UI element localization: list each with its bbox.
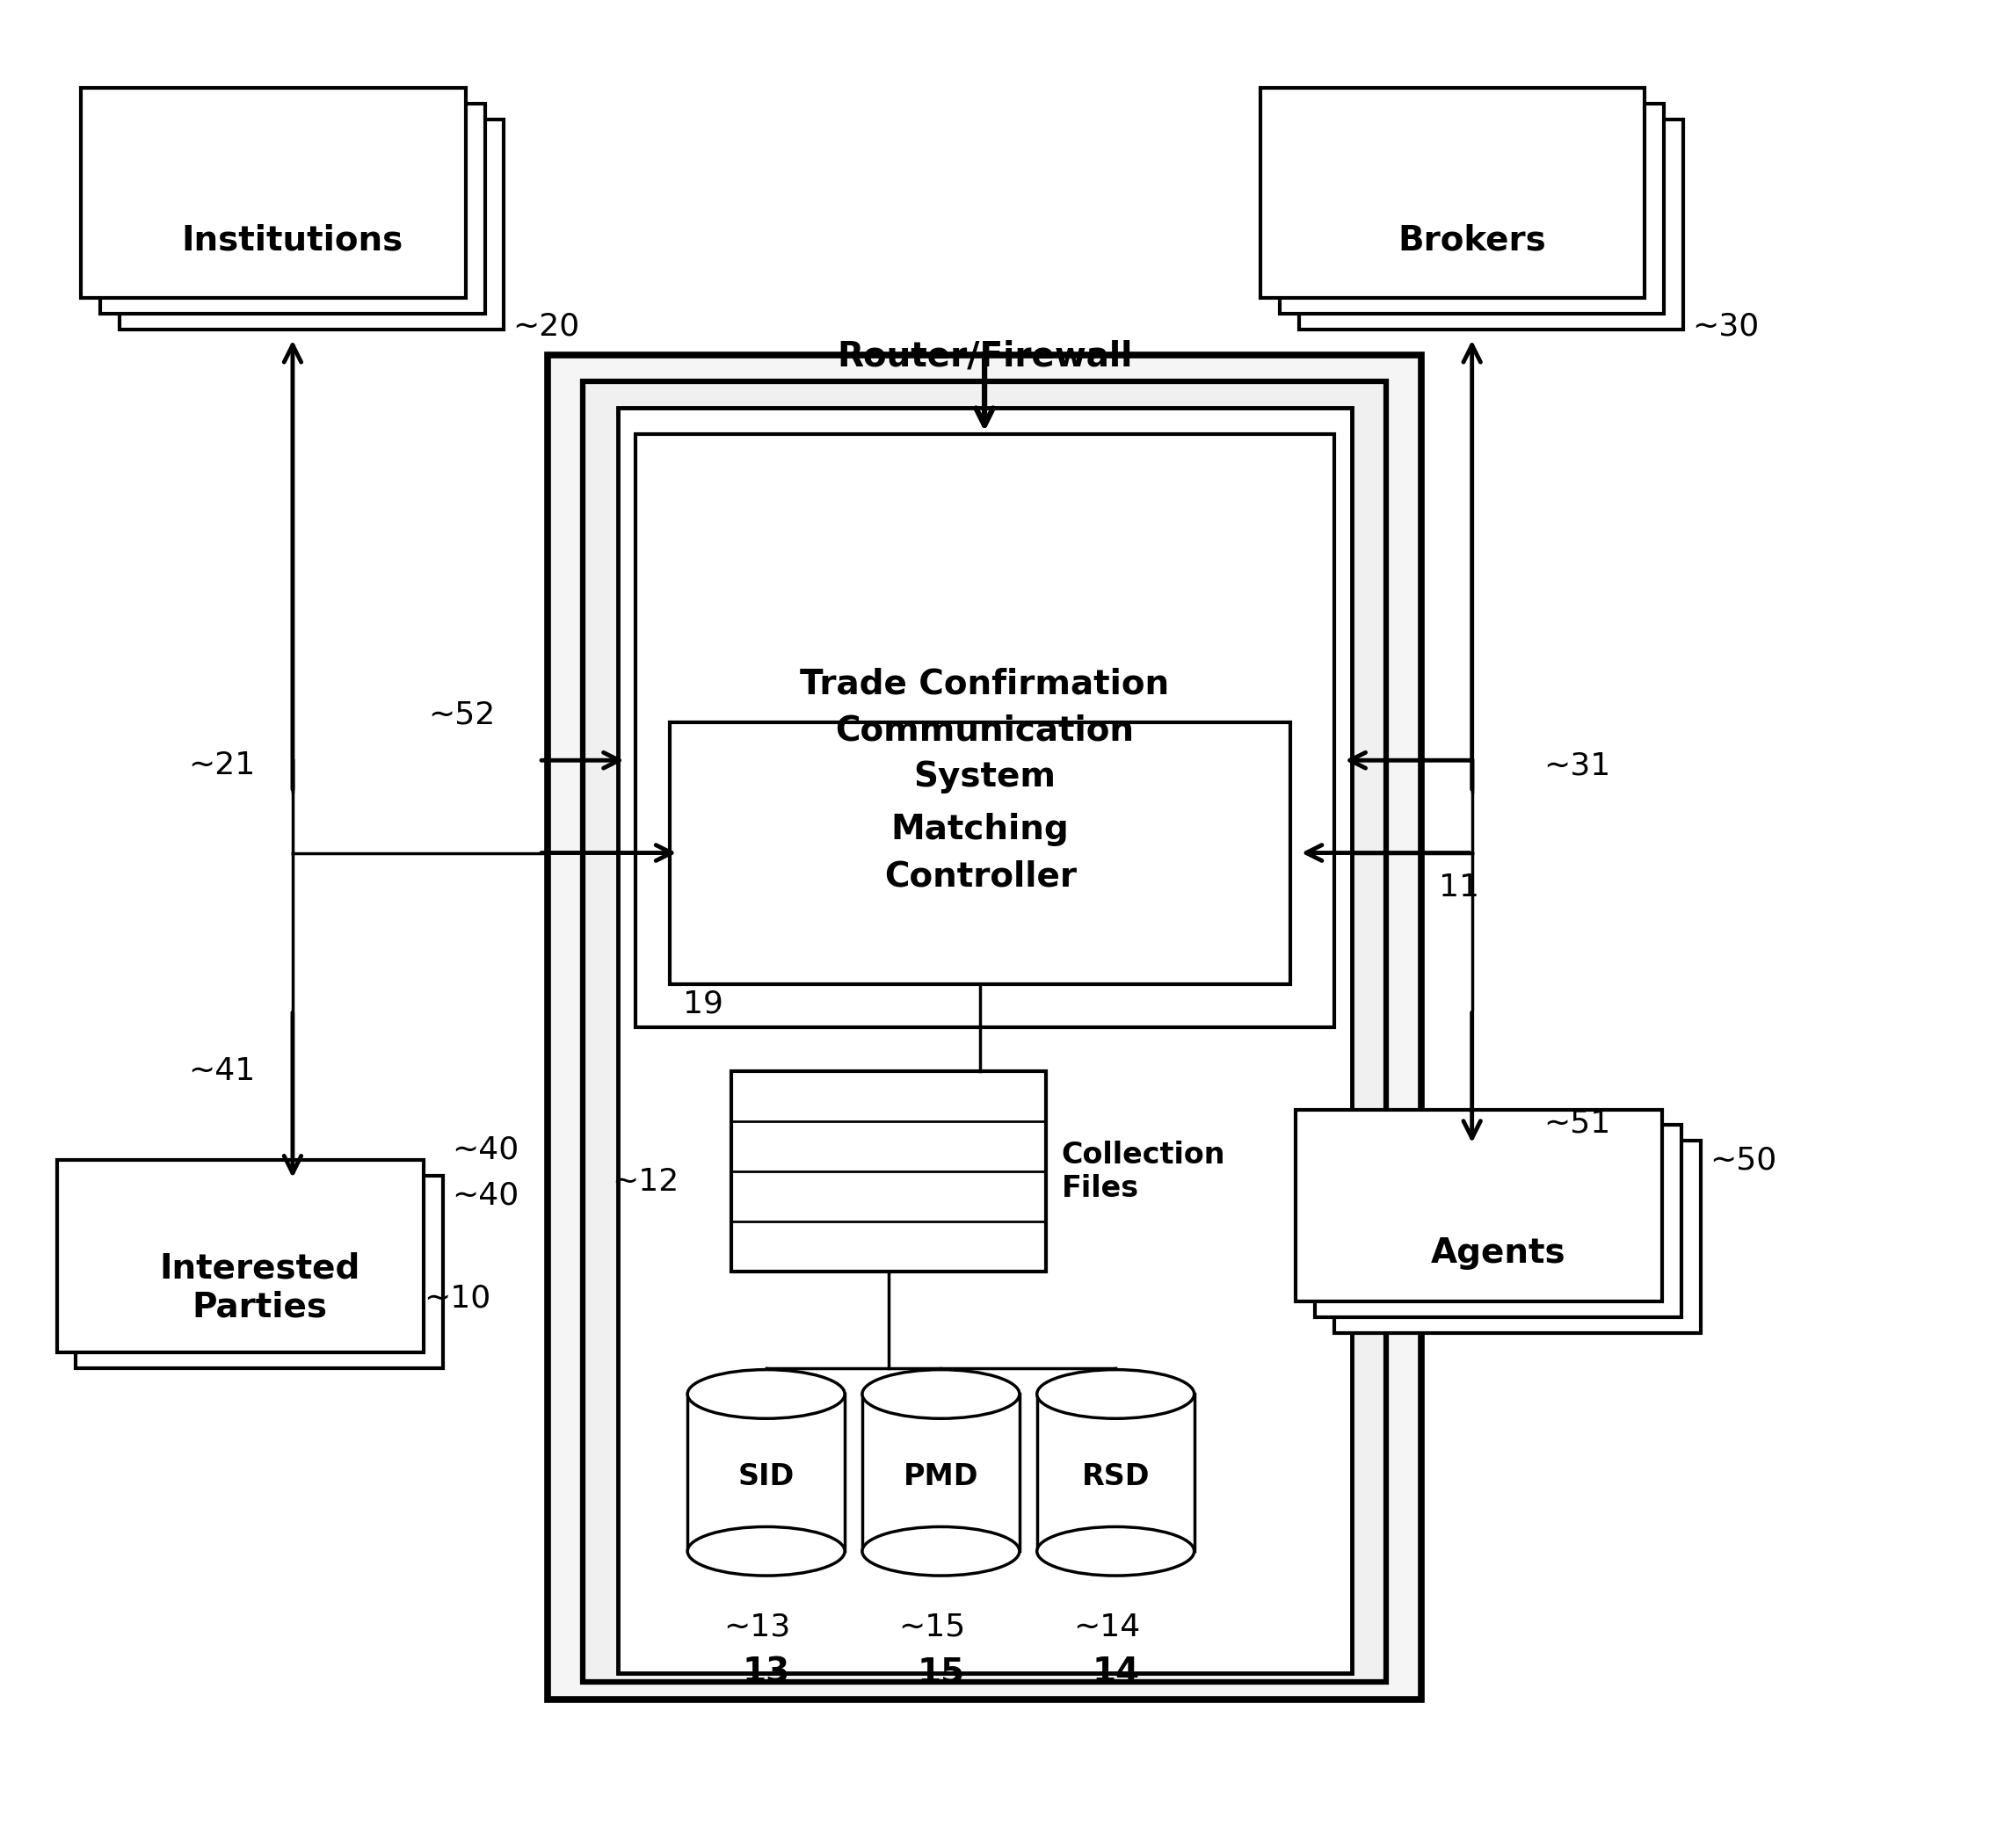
Text: Interested
Parties: Interested Parties (160, 1251, 359, 1323)
Text: ∼40: ∼40 (451, 1181, 519, 1210)
Text: ∼21: ∼21 (188, 750, 256, 780)
Ellipse shape (1036, 1526, 1194, 1576)
FancyBboxPatch shape (863, 1393, 1018, 1550)
Text: Collection
Files: Collection Files (1060, 1140, 1226, 1203)
Text: 14: 14 (1092, 1656, 1140, 1689)
Text: ∼31: ∼31 (1544, 750, 1612, 780)
FancyBboxPatch shape (671, 723, 1290, 983)
Text: ∼51: ∼51 (1544, 1109, 1612, 1138)
Ellipse shape (863, 1369, 1018, 1419)
FancyBboxPatch shape (1334, 1140, 1701, 1332)
Ellipse shape (687, 1526, 845, 1576)
Text: Agents: Agents (1430, 1236, 1566, 1270)
Text: Router/Firewall: Router/Firewall (837, 340, 1132, 373)
FancyBboxPatch shape (1296, 1109, 1662, 1301)
Text: ∼41: ∼41 (188, 1057, 256, 1087)
Text: 15: 15 (917, 1656, 965, 1689)
FancyBboxPatch shape (1260, 89, 1646, 298)
FancyBboxPatch shape (1036, 1393, 1194, 1550)
FancyBboxPatch shape (635, 434, 1334, 1027)
FancyBboxPatch shape (583, 381, 1386, 1682)
Text: ∼40: ∼40 (451, 1135, 519, 1164)
FancyBboxPatch shape (687, 1393, 845, 1550)
Text: 13: 13 (743, 1656, 791, 1689)
Text: RSD: RSD (1082, 1462, 1150, 1491)
FancyBboxPatch shape (76, 1175, 443, 1368)
Text: Trade Confirmation
Communication
System: Trade Confirmation Communication System (801, 667, 1168, 795)
Text: 11: 11 (1438, 872, 1480, 902)
FancyBboxPatch shape (1298, 120, 1683, 329)
Text: ∼50: ∼50 (1709, 1146, 1777, 1175)
Text: ∼15: ∼15 (899, 1611, 967, 1643)
Ellipse shape (687, 1369, 845, 1419)
FancyBboxPatch shape (56, 1161, 423, 1353)
Text: SID: SID (737, 1462, 795, 1491)
Text: PMD: PMD (903, 1462, 979, 1491)
FancyBboxPatch shape (1314, 1125, 1681, 1318)
FancyBboxPatch shape (617, 408, 1352, 1674)
Text: ∼10: ∼10 (423, 1283, 491, 1312)
Text: Brokers: Brokers (1398, 224, 1546, 257)
FancyBboxPatch shape (100, 103, 485, 314)
FancyBboxPatch shape (120, 120, 503, 329)
Text: ∼52: ∼52 (427, 700, 495, 730)
Text: ∼13: ∼13 (723, 1611, 791, 1643)
Text: ∼14: ∼14 (1072, 1611, 1140, 1643)
Text: ∼20: ∼20 (513, 312, 579, 342)
Text: ∼30: ∼30 (1691, 312, 1759, 342)
Text: ∼12: ∼12 (611, 1168, 679, 1198)
Text: Matching
Controller: Matching Controller (885, 813, 1076, 893)
FancyBboxPatch shape (547, 355, 1422, 1700)
FancyBboxPatch shape (82, 89, 465, 298)
Ellipse shape (1036, 1369, 1194, 1419)
Ellipse shape (863, 1526, 1018, 1576)
FancyBboxPatch shape (731, 1072, 1046, 1271)
Text: Institutions: Institutions (182, 224, 403, 257)
FancyBboxPatch shape (1280, 103, 1664, 314)
Text: 19: 19 (683, 989, 723, 1018)
